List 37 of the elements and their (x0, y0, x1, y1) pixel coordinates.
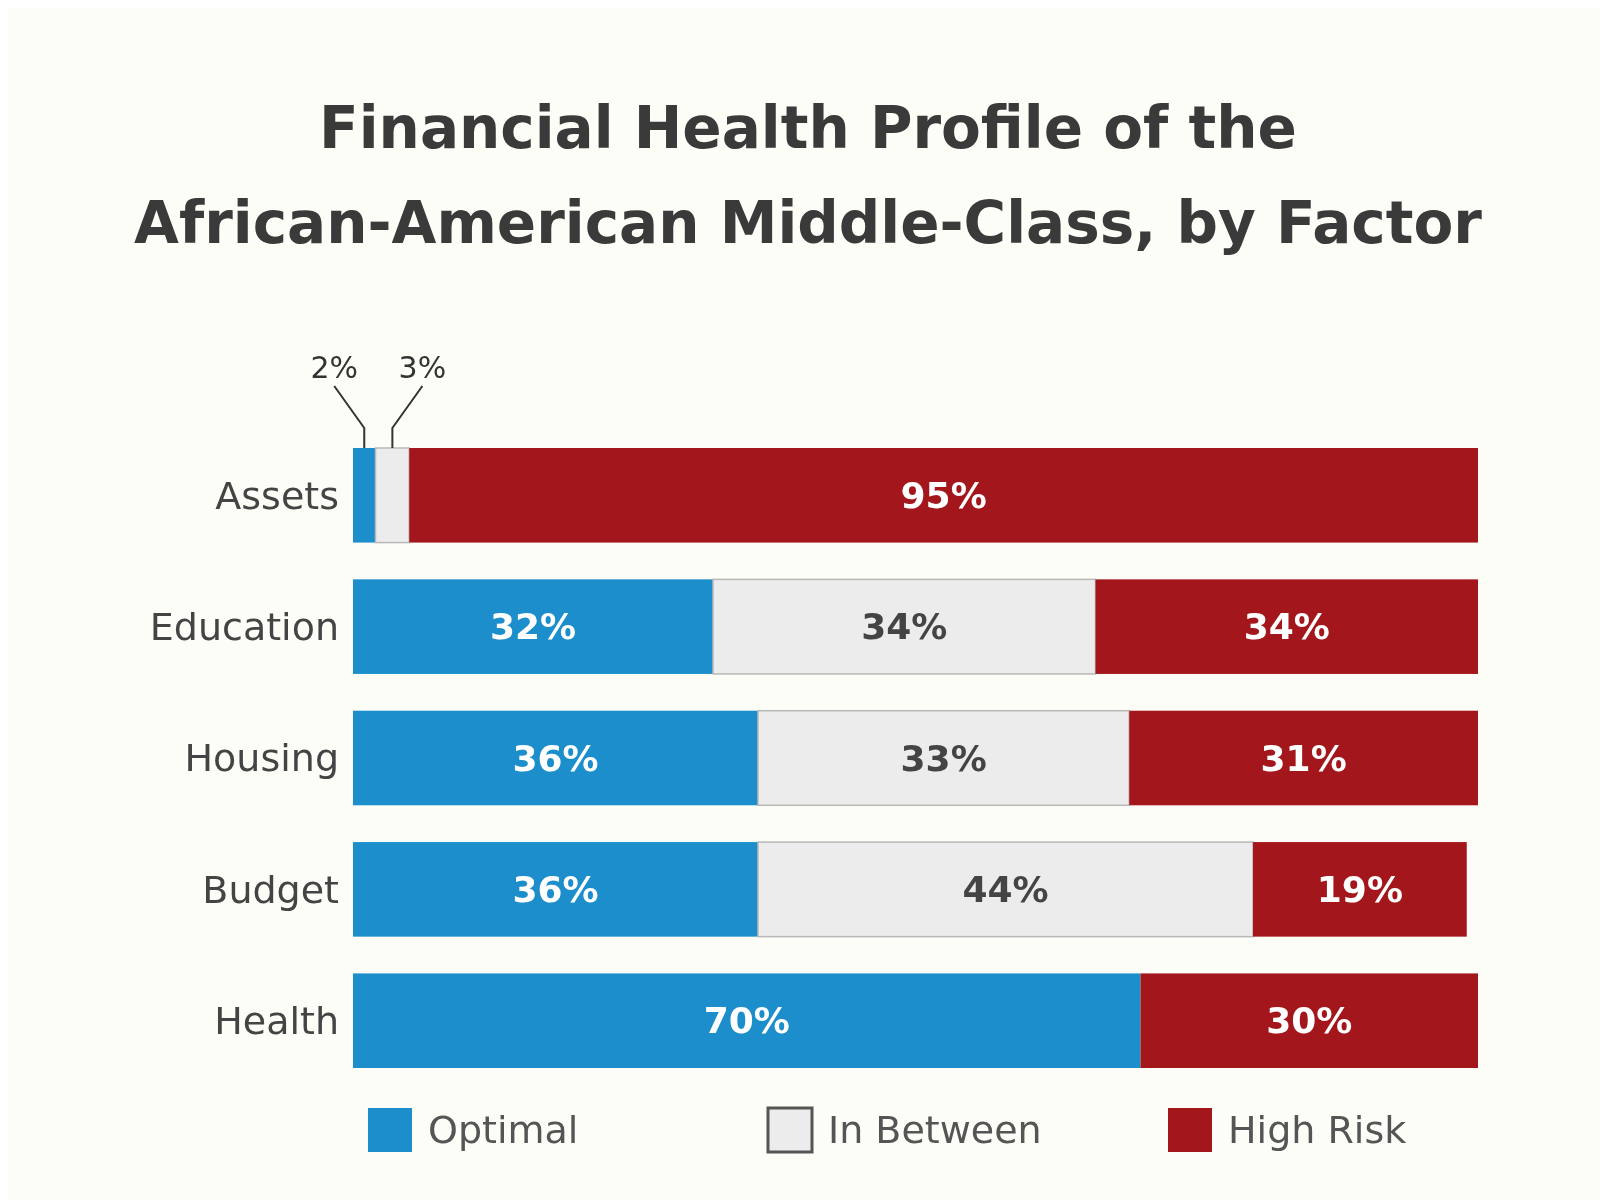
bar (1253, 842, 1467, 937)
bar (353, 973, 1141, 1068)
data-label: 30% (1266, 1000, 1353, 1042)
bar (712, 578, 1097, 675)
legend-label: In Between (828, 1108, 1042, 1153)
legend-label: Optimal (428, 1108, 579, 1153)
data-label: 34% (1243, 606, 1330, 648)
data-label: 34% (861, 606, 948, 648)
data-label: 70% (703, 1000, 790, 1042)
data-label: 36% (512, 737, 599, 779)
bar (1095, 579, 1478, 674)
bar (353, 448, 376, 543)
bar (757, 841, 1254, 938)
bar (374, 447, 410, 544)
data-label: 3% (398, 350, 447, 385)
bar (1140, 973, 1478, 1068)
data-label: 31% (1260, 737, 1347, 779)
chart-title: Financial Health Profile of the African-American Middle-Class, by Factor (134, 94, 1483, 257)
y-tick-label: Budget (202, 867, 339, 912)
bar (409, 448, 1478, 543)
y-tick-label: Education (149, 604, 339, 649)
legend-label: High Risk (1228, 1108, 1407, 1153)
data-label: 19% (1316, 868, 1403, 910)
bar (353, 710, 758, 806)
y-tick-label: Housing (184, 736, 339, 781)
y-tick-label: Health (214, 999, 339, 1044)
bar (353, 579, 713, 674)
y-tick-label: Assets (215, 473, 339, 518)
bar (757, 709, 1130, 807)
data-label: 32% (489, 606, 577, 648)
data-label: 44% (962, 868, 1049, 910)
bar (1129, 710, 1478, 806)
data-label: 2% (310, 350, 359, 385)
bar (353, 842, 758, 937)
data-label: 36% (512, 868, 599, 910)
data-label: 95% (900, 474, 987, 516)
data-label: 33% (900, 737, 987, 779)
